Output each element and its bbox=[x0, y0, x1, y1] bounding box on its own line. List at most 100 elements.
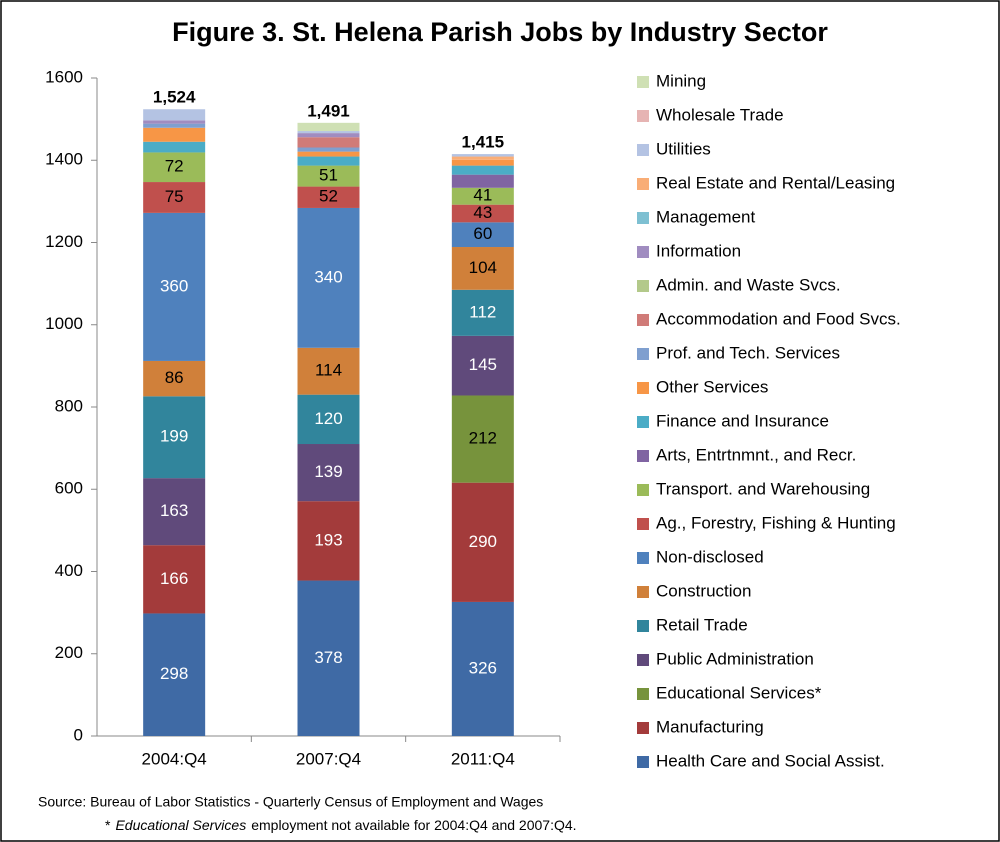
legend-label: Real Estate and Rental/Leasing bbox=[656, 173, 895, 192]
legend-label: Transport. and Warehousing bbox=[656, 479, 870, 498]
data-label: 60 bbox=[473, 224, 492, 243]
bar-segment bbox=[143, 212, 206, 361]
legend-swatch bbox=[637, 586, 649, 598]
bar-segment bbox=[297, 156, 360, 166]
data-label: 340 bbox=[314, 267, 342, 286]
legend-swatch bbox=[637, 518, 649, 530]
bar-segment bbox=[451, 159, 514, 166]
legend-swatch bbox=[637, 416, 649, 428]
bar-segment bbox=[143, 141, 206, 153]
x-tick-label: 2007:Q4 bbox=[296, 749, 361, 768]
legend-swatch bbox=[637, 552, 649, 564]
data-label: 43 bbox=[473, 203, 492, 222]
bar-segment bbox=[297, 501, 360, 581]
data-label: 112 bbox=[469, 302, 496, 321]
data-label: 139 bbox=[314, 462, 342, 481]
y-tick-label: 800 bbox=[55, 396, 83, 415]
bar-segment bbox=[143, 613, 206, 736]
x-tick-label: 2004:Q4 bbox=[142, 749, 207, 768]
legend-label: Construction bbox=[656, 581, 751, 600]
legend-swatch bbox=[637, 280, 649, 292]
data-label: 193 bbox=[314, 530, 342, 549]
bar-segment bbox=[297, 122, 360, 132]
bar-segment bbox=[143, 182, 206, 213]
data-label: 360 bbox=[160, 276, 188, 295]
bar-segment bbox=[297, 137, 360, 148]
legend-swatch bbox=[637, 246, 649, 258]
legend-swatch bbox=[637, 144, 649, 156]
bar-segment bbox=[297, 186, 360, 208]
total-label: 1,415 bbox=[462, 133, 505, 152]
legend-label: Finance and Insurance bbox=[656, 411, 829, 430]
data-label: 298 bbox=[160, 664, 188, 683]
data-label: 51 bbox=[319, 166, 338, 185]
legend-swatch bbox=[637, 450, 649, 462]
legend-swatch bbox=[637, 382, 649, 394]
bar-segment bbox=[143, 545, 206, 614]
legend-label: Management bbox=[656, 207, 756, 226]
note: * Educational Services employment not avai… bbox=[105, 817, 577, 833]
legend-swatch bbox=[637, 348, 649, 360]
legend-label: Accommodation and Food Svcs. bbox=[656, 309, 901, 328]
data-label: 104 bbox=[469, 258, 497, 277]
data-label: 120 bbox=[314, 409, 342, 428]
data-label: 75 bbox=[165, 187, 184, 206]
y-tick-label: 600 bbox=[55, 479, 83, 498]
bar-segment bbox=[451, 174, 514, 188]
legend-label: Health Care and Social Assist. bbox=[656, 751, 885, 770]
legend-label: Other Services bbox=[656, 377, 768, 396]
bar-segment bbox=[143, 120, 206, 124]
legend-label: Non-disclosed bbox=[656, 547, 764, 566]
data-label: 212 bbox=[469, 429, 497, 448]
y-tick-label: 1200 bbox=[45, 232, 83, 251]
y-tick-label: 200 bbox=[55, 643, 83, 662]
bar-segment bbox=[143, 152, 206, 183]
source: Source: Bureau of Labor Statistics - Qua… bbox=[38, 794, 543, 810]
bar-segment bbox=[297, 165, 360, 187]
data-label: 114 bbox=[315, 361, 342, 380]
legend-swatch bbox=[637, 76, 649, 88]
y-tick-label: 0 bbox=[74, 725, 83, 744]
y-tick-label: 1000 bbox=[45, 314, 83, 333]
bar-segment bbox=[297, 131, 360, 134]
legend-label: Wholesale Trade bbox=[656, 105, 784, 124]
bar-segment bbox=[297, 394, 360, 445]
bar-segment bbox=[143, 396, 206, 479]
y-tick-label: 400 bbox=[55, 561, 83, 580]
bar-segment bbox=[451, 335, 514, 396]
legend-label: Retail Trade bbox=[656, 615, 748, 634]
legend-label: Manufacturing bbox=[656, 717, 764, 736]
bar-segment bbox=[451, 187, 514, 205]
bar-segment bbox=[143, 478, 206, 546]
bar-segment bbox=[297, 347, 360, 395]
bar-segment bbox=[297, 147, 360, 152]
bar-segment bbox=[451, 165, 514, 175]
bar-segment bbox=[297, 580, 360, 736]
bar-segment bbox=[143, 123, 206, 128]
legend-label: Admin. and Waste Svcs. bbox=[656, 275, 841, 294]
data-label: 145 bbox=[469, 355, 497, 374]
data-label: 166 bbox=[160, 569, 188, 588]
legend-swatch bbox=[637, 314, 649, 326]
chart-title: Figure 3. St. Helena Parish Jobs by Indu… bbox=[172, 17, 828, 47]
legend-label: Public Administration bbox=[656, 649, 814, 668]
legend-label: Educational Services* bbox=[656, 683, 822, 702]
bar-segment bbox=[451, 482, 514, 602]
legend-label: Arts, Entrtnmnt., and Recr. bbox=[656, 445, 856, 464]
legend-swatch bbox=[637, 620, 649, 632]
bar-segment bbox=[297, 207, 360, 348]
x-tick-label: 2011:Q4 bbox=[451, 749, 515, 768]
legend-label: Information bbox=[656, 241, 741, 260]
legend-label: Ag., Forestry, Fishing & Hunting bbox=[656, 513, 896, 532]
data-label: 163 bbox=[160, 501, 188, 520]
bar-segment bbox=[451, 289, 514, 336]
bar-segment bbox=[451, 154, 514, 157]
note-rest: employment not available for 2004:Q4 and… bbox=[251, 817, 576, 833]
bar-segment bbox=[451, 601, 514, 736]
data-label: 72 bbox=[165, 157, 184, 176]
bar-segment bbox=[451, 395, 514, 483]
data-label: 199 bbox=[160, 427, 188, 446]
y-tick-label: 1600 bbox=[45, 67, 83, 86]
bar-segment bbox=[143, 109, 206, 121]
